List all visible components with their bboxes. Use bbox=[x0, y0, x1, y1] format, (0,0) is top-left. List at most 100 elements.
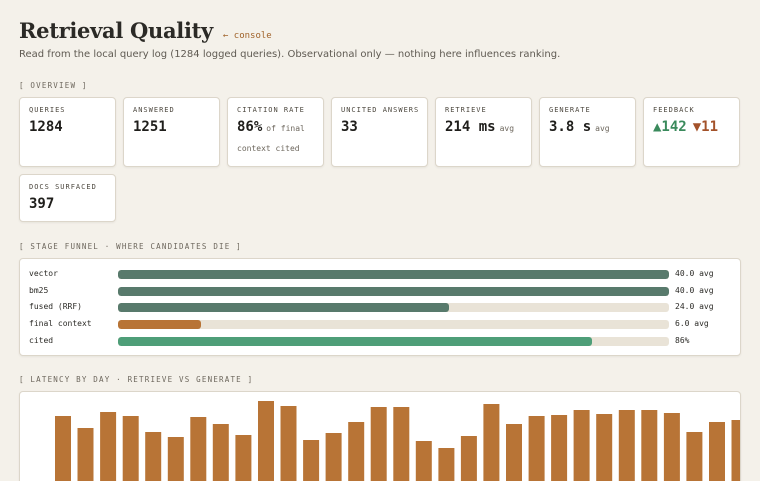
latency-bar-9 bbox=[235, 435, 252, 481]
funnel-bar bbox=[118, 287, 669, 296]
funnel-bar bbox=[118, 337, 592, 346]
card-value: 214 ms avg bbox=[445, 119, 514, 135]
funnel-stage-value: 86% bbox=[675, 336, 690, 345]
card-value: 33 bbox=[341, 119, 358, 135]
card-label: CITATION RATE bbox=[237, 106, 305, 114]
card-generate: GENERATE 3.8 s avg bbox=[539, 97, 636, 167]
card-value: ▲142 ▼11 bbox=[653, 119, 718, 135]
card-docs-surfaced: DOCS SURFACED 397 bbox=[19, 174, 116, 222]
card-queries: QUERIES 1284 bbox=[19, 97, 116, 167]
page-title: Retrieval Quality bbox=[19, 18, 213, 43]
latency-bar-24 bbox=[573, 410, 590, 481]
latency-bar-19 bbox=[460, 436, 477, 481]
funnel-stage-name: bm25 bbox=[29, 286, 49, 295]
funnel-bar bbox=[118, 303, 449, 312]
generate-value: 3.8 s bbox=[549, 119, 592, 135]
funnel-bar bbox=[118, 320, 201, 329]
section-label-overview: [ OVERVIEW ] bbox=[19, 81, 88, 90]
latency-bar-17 bbox=[415, 441, 432, 481]
latency-chart bbox=[55, 401, 740, 481]
latency-bar-2 bbox=[77, 428, 94, 481]
funnel-stage-value: 24.0 avg bbox=[675, 302, 714, 311]
latency-bar-25 bbox=[596, 414, 613, 481]
card-citation-rate: CITATION RATE 86% of final context cited bbox=[227, 97, 324, 167]
card-label: UNCITED ANSWERS bbox=[341, 106, 420, 114]
funnel-stage-value: 40.0 avg bbox=[675, 286, 714, 295]
latency-bar-11 bbox=[280, 406, 297, 481]
latency-bar-23 bbox=[551, 415, 568, 481]
latency-bar-8 bbox=[212, 424, 229, 481]
latency-bar-16 bbox=[393, 407, 410, 481]
card-value: 397 bbox=[29, 196, 55, 212]
latency-bar-15 bbox=[370, 407, 387, 481]
latency-bar-21 bbox=[506, 424, 522, 481]
funnel-track bbox=[118, 270, 669, 279]
card-label: GENERATE bbox=[549, 106, 591, 114]
funnel-stage-name: fused (RRF) bbox=[29, 302, 82, 311]
latency-chart-panel bbox=[19, 391, 741, 481]
funnel-stage-name: final context bbox=[29, 319, 92, 328]
feedback-down-count: ▼11 bbox=[692, 119, 719, 135]
funnel-stage-value: 40.0 avg bbox=[675, 269, 714, 278]
funnel-row-fused: fused (RRF) 24.0 avg bbox=[29, 301, 729, 313]
funnel-stage-name: vector bbox=[29, 269, 58, 278]
latency-bar-10 bbox=[258, 401, 274, 481]
card-label: FEEDBACK bbox=[653, 106, 695, 114]
retrieve-value: 214 ms bbox=[445, 119, 496, 135]
funnel-track bbox=[118, 303, 669, 312]
latency-bar-13 bbox=[325, 433, 342, 481]
console-back-link[interactable]: ← console bbox=[222, 31, 272, 41]
latency-bar-29 bbox=[686, 432, 703, 481]
card-value: 1251 bbox=[133, 119, 167, 135]
funnel-row-bm25: bm25 40.0 avg bbox=[29, 285, 729, 297]
card-value: 86% of final bbox=[237, 119, 305, 135]
card-uncited-answers: UNCITED ANSWERS 33 bbox=[331, 97, 428, 167]
latency-bar-7 bbox=[190, 417, 207, 481]
card-feedback: FEEDBACK ▲142 ▼11 bbox=[643, 97, 740, 167]
card-value: 1284 bbox=[29, 119, 63, 135]
page-subtitle: Read from the local query log (1284 logg… bbox=[19, 49, 561, 60]
latency-bar-5 bbox=[145, 432, 162, 481]
funnel-bar bbox=[118, 270, 669, 279]
card-retrieve: RETRIEVE 214 ms avg bbox=[435, 97, 532, 167]
citation-rate-value: 86% bbox=[237, 119, 263, 135]
funnel-track bbox=[118, 287, 669, 296]
funnel-row-vector: vector 40.0 avg bbox=[29, 268, 729, 280]
funnel-stage-name: cited bbox=[29, 336, 54, 345]
latency-bar-22 bbox=[528, 416, 545, 481]
latency-bar-26 bbox=[618, 410, 635, 481]
latency-bar-28 bbox=[663, 413, 680, 481]
latency-bar-6 bbox=[167, 437, 184, 481]
citation-rate-unit: of final bbox=[266, 124, 305, 133]
feedback-up-count: ▲142 bbox=[653, 119, 687, 135]
latency-bar-12 bbox=[303, 440, 320, 481]
funnel-stage-value: 6.0 avg bbox=[675, 319, 709, 328]
card-label: QUERIES bbox=[29, 106, 66, 114]
header: Retrieval Quality ← console bbox=[19, 18, 272, 43]
card-answered: ANSWERED 1251 bbox=[123, 97, 220, 167]
funnel-track bbox=[118, 320, 669, 329]
latency-bar-18 bbox=[438, 448, 455, 481]
section-label-latency: [ LATENCY BY DAY · RETRIEVE VS GENERATE … bbox=[19, 375, 254, 384]
latency-bar-31 bbox=[731, 420, 740, 481]
section-label-funnel: [ STAGE FUNNEL · WHERE CANDIDATES DIE ] bbox=[19, 242, 242, 251]
funnel-row-cited: cited 86% bbox=[29, 335, 729, 347]
latency-bar-27 bbox=[641, 410, 658, 481]
stage-funnel-panel: vector 40.0 avg bm25 40.0 avg fused (RRF… bbox=[19, 258, 741, 356]
funnel-track bbox=[118, 337, 669, 346]
latency-bar-3 bbox=[100, 412, 117, 481]
card-value: 3.8 s avg bbox=[549, 119, 610, 135]
citation-rate-unit-line2: context cited bbox=[237, 144, 300, 153]
latency-bar-4 bbox=[122, 416, 139, 481]
retrieve-unit: avg bbox=[499, 124, 515, 133]
latency-bar-30 bbox=[709, 422, 725, 481]
latency-bar-1 bbox=[55, 416, 71, 481]
latency-bar-14 bbox=[348, 422, 365, 481]
card-label: DOCS SURFACED bbox=[29, 183, 97, 191]
latency-bar-20 bbox=[483, 404, 500, 481]
card-label: ANSWERED bbox=[133, 106, 175, 114]
card-label: RETRIEVE bbox=[445, 106, 487, 114]
generate-unit: avg bbox=[595, 124, 610, 133]
funnel-row-final-context: final context 6.0 avg bbox=[29, 318, 729, 330]
